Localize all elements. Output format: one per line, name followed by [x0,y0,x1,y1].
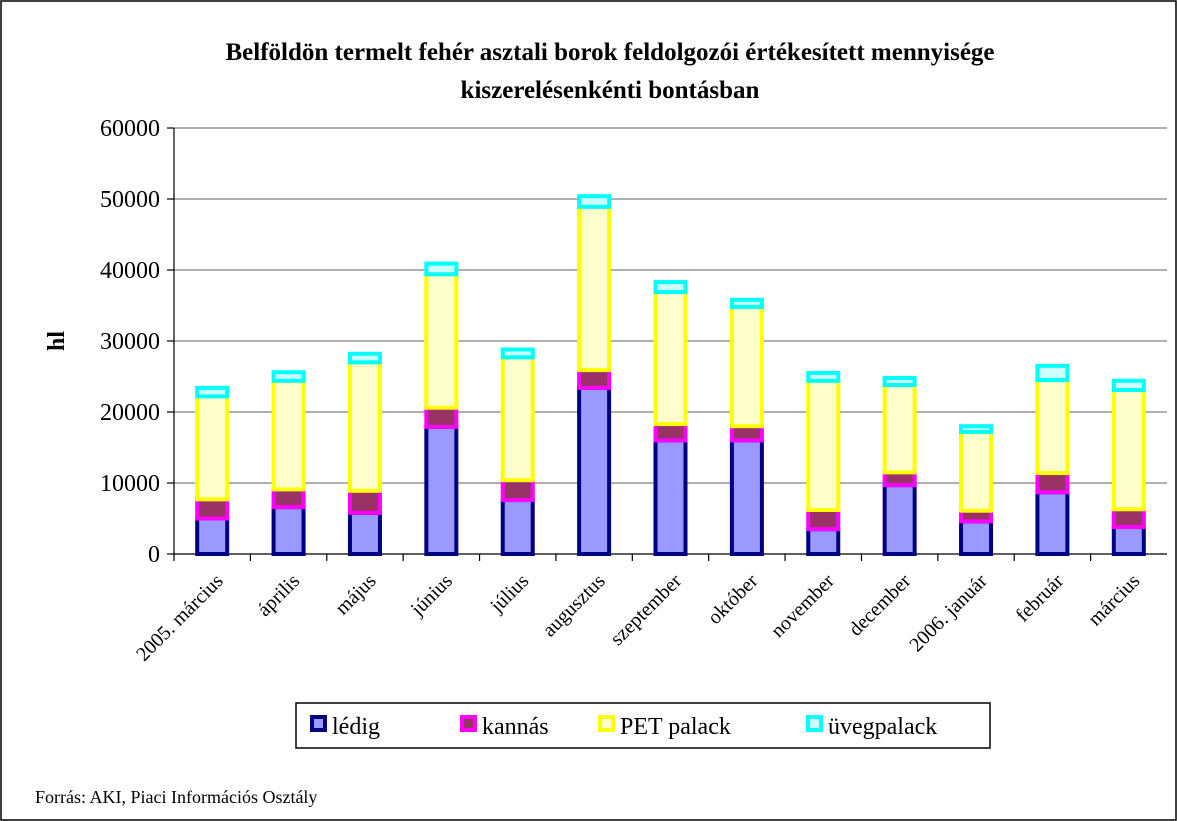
bar-segment [424,405,459,429]
bar-segment [577,385,612,556]
bar-segment [1111,507,1146,530]
bar-segment [424,261,459,277]
bar-segment [195,497,230,521]
legend-label: üvegpalack [828,714,937,740]
legend [295,702,991,749]
bar-segment [347,360,382,493]
bar-segment [959,429,994,513]
bar-segment [1035,378,1070,476]
y-tick-label: 10000 [100,471,160,497]
bar-segment [271,370,306,383]
bar-segment [1035,471,1070,495]
legend-label: kannás [482,714,549,740]
bar-segment [1035,490,1070,557]
bar-segment [500,355,535,483]
bar-segment [1111,378,1146,392]
source: Forrás: AKI, Piaci Információs Osztály [35,787,317,807]
legend-marker [598,715,615,732]
bar-segment [577,194,612,209]
y-tick-label: 40000 [100,258,160,284]
bar-segment [806,507,841,532]
bar-segment [653,290,688,427]
bar-segment [500,478,535,503]
bar-segment [959,519,994,557]
y-tick-label: 0 [148,542,160,568]
bar-segment [347,510,382,557]
bar-segment [271,378,306,492]
bar-segment [1111,525,1146,557]
bar-segment [271,487,306,510]
legend-label: lédig [332,714,380,740]
legend-label: PET palack [620,714,731,740]
bar-segment [271,505,306,557]
bar-segment [347,351,382,365]
y-tick-label: 20000 [100,400,160,426]
bar-segment [195,385,230,399]
bar-segment [729,297,764,309]
bar-segment [729,304,764,429]
bar-segment [500,347,535,360]
bar-segment [959,424,994,434]
y-tick-label: 50000 [100,187,160,213]
bar-segment [882,383,917,475]
legend-marker [806,715,823,732]
bar-segment [806,527,841,557]
y-tick-label: 60000 [100,116,160,142]
chart-title: kiszerelésenkénti bontásban [461,77,760,104]
bar-segment [729,424,764,443]
bar-segment [882,375,917,388]
bar-segment [1035,363,1070,383]
bar-segment [424,272,459,410]
bar-segment [347,488,382,515]
bar-segment [424,424,459,556]
legend-marker [460,715,477,732]
bar-segment [1111,387,1146,512]
chart-title: Belföldön termelt fehér asztali borok fe… [225,39,994,66]
legend-marker [310,715,327,732]
bar-segment [195,516,230,556]
bar-segment [882,483,917,557]
bar-segment [729,438,764,556]
y-tick-label: 30000 [100,329,160,355]
bar-segment [195,394,230,502]
y-axis-label: hl [44,331,70,351]
bar-segment [653,280,688,295]
bar-segment [577,204,612,373]
bar-segment [806,370,841,383]
bar-segment [577,368,612,390]
bar-segment [500,498,535,557]
bar-segment [806,378,841,512]
bar-segment [653,438,688,556]
bar-segment [653,422,688,443]
